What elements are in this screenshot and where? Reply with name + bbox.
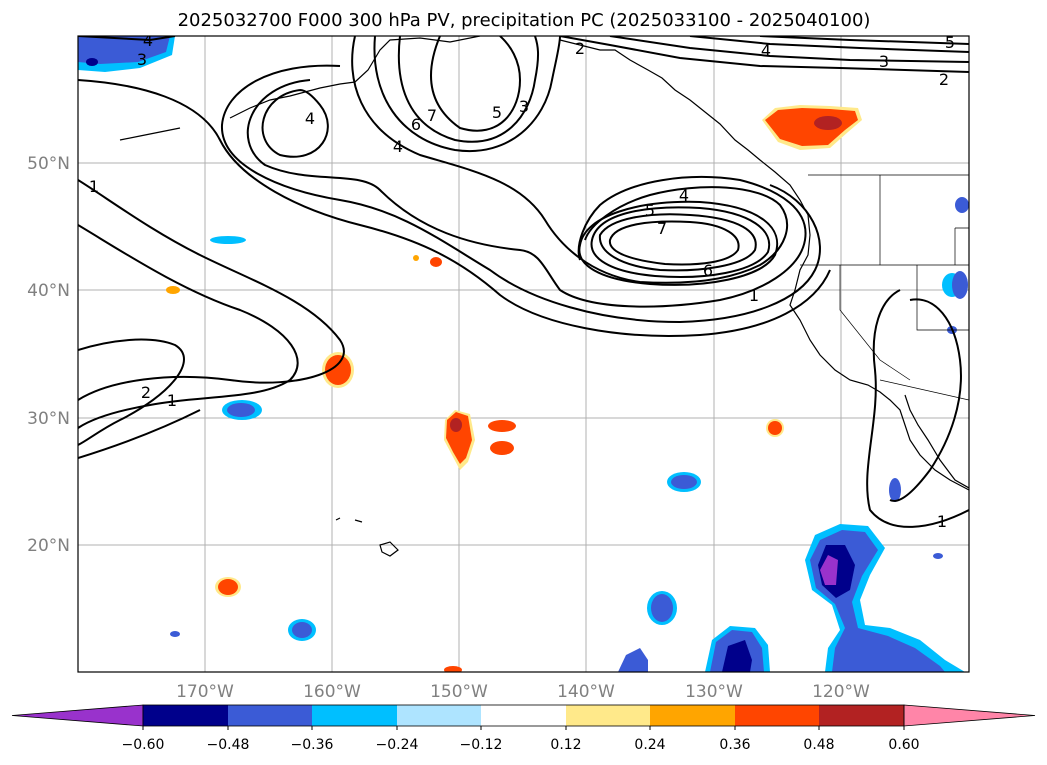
map-title: 2025032700 F000 300 hPa PV, precipitatio… [178,10,871,31]
lon-label: 120°W [812,682,870,702]
contour-labels: 4 3 2 4 3 2 5 4 7 6 5 3 4 1 4 5 7 6 1 2 … [89,31,955,531]
lat-label: 50°N [27,154,70,174]
contour-label: 3 [879,52,889,71]
contour-label: 3 [519,97,529,116]
lat-label: 40°N [27,281,70,301]
lat-label: 20°N [27,536,70,556]
colorbar-segment [481,705,566,726]
contour-label: 1 [749,286,759,305]
colorbar-tick-label: 0.48 [803,737,834,753]
contour-label: 4 [393,137,403,156]
lon-label: 160°W [303,682,361,702]
colorbar-tick-label: −0.24 [376,737,419,753]
contour-label: 5 [492,103,502,122]
lon-label: 150°W [430,682,488,702]
contour-label: 4 [679,186,689,205]
contour-label: 5 [945,33,955,52]
colorbar-tick-label: −0.60 [122,737,165,753]
colorbar-extend-max [903,704,1036,727]
map-content: 4 3 2 4 3 2 5 4 7 6 5 3 4 1 4 5 7 6 1 2 … [78,31,969,672]
lon-label: 130°W [685,682,743,702]
lon-label: 170°W [176,682,234,702]
latitude-labels: 50°N 40°N 30°N 20°N [27,154,70,556]
contour-label: 7 [657,219,667,238]
colorbar-tick-label: −0.12 [460,737,503,753]
colorbar-tick-label: −0.36 [291,737,334,753]
contour-label: 1 [167,391,177,410]
longitude-labels: 170°W 160°W 150°W 140°W 130°W 120°W [176,682,870,702]
lon-label: 140°W [557,682,615,702]
colorbar-segment [566,705,650,726]
colorbar-segment [819,705,904,726]
lat-label: 30°N [27,409,70,429]
precip-negative-shading [78,36,969,672]
colorbar-extend-min [11,704,144,727]
colorbar-border [142,704,905,727]
contour-label: 5 [645,201,655,220]
map-border [77,35,970,673]
contour-label: 2 [575,39,585,58]
colorbar-segment [397,705,481,726]
contour-label: 4 [305,109,315,128]
colorbar-segment [312,705,397,726]
colorbar-tick-label: 0.36 [719,737,750,753]
contour-label: 1 [937,512,947,531]
colorbar-tick-label: 0.60 [888,737,919,753]
colorbar-segment [143,705,228,726]
colorbar-segment [228,705,312,726]
contour-label: 6 [703,261,713,280]
colorbar-segment [650,705,735,726]
contour-label: 2 [939,70,949,89]
colorbar-tick-label: −0.48 [207,737,250,753]
contour-label: 1 [89,177,99,196]
colorbar-ticks: −0.60 −0.48 −0.36 −0.24 −0.12 0.12 0.24 … [122,737,920,753]
contour-label: 4 [143,31,153,50]
pv-contours [78,36,969,528]
contour-label: 3 [137,50,147,69]
colorbar-segment [735,705,819,726]
precip-positive-shading [166,105,862,672]
colorbar-tick-label: 0.24 [634,737,665,753]
contour-label: 2 [141,383,151,402]
colorbar-tick-label: 0.12 [550,737,581,753]
contour-label: 4 [761,41,771,60]
colorbar [11,704,1036,730]
contour-label: 7 [427,106,437,125]
coastlines [119,36,969,557]
contour-label: 6 [411,115,421,134]
